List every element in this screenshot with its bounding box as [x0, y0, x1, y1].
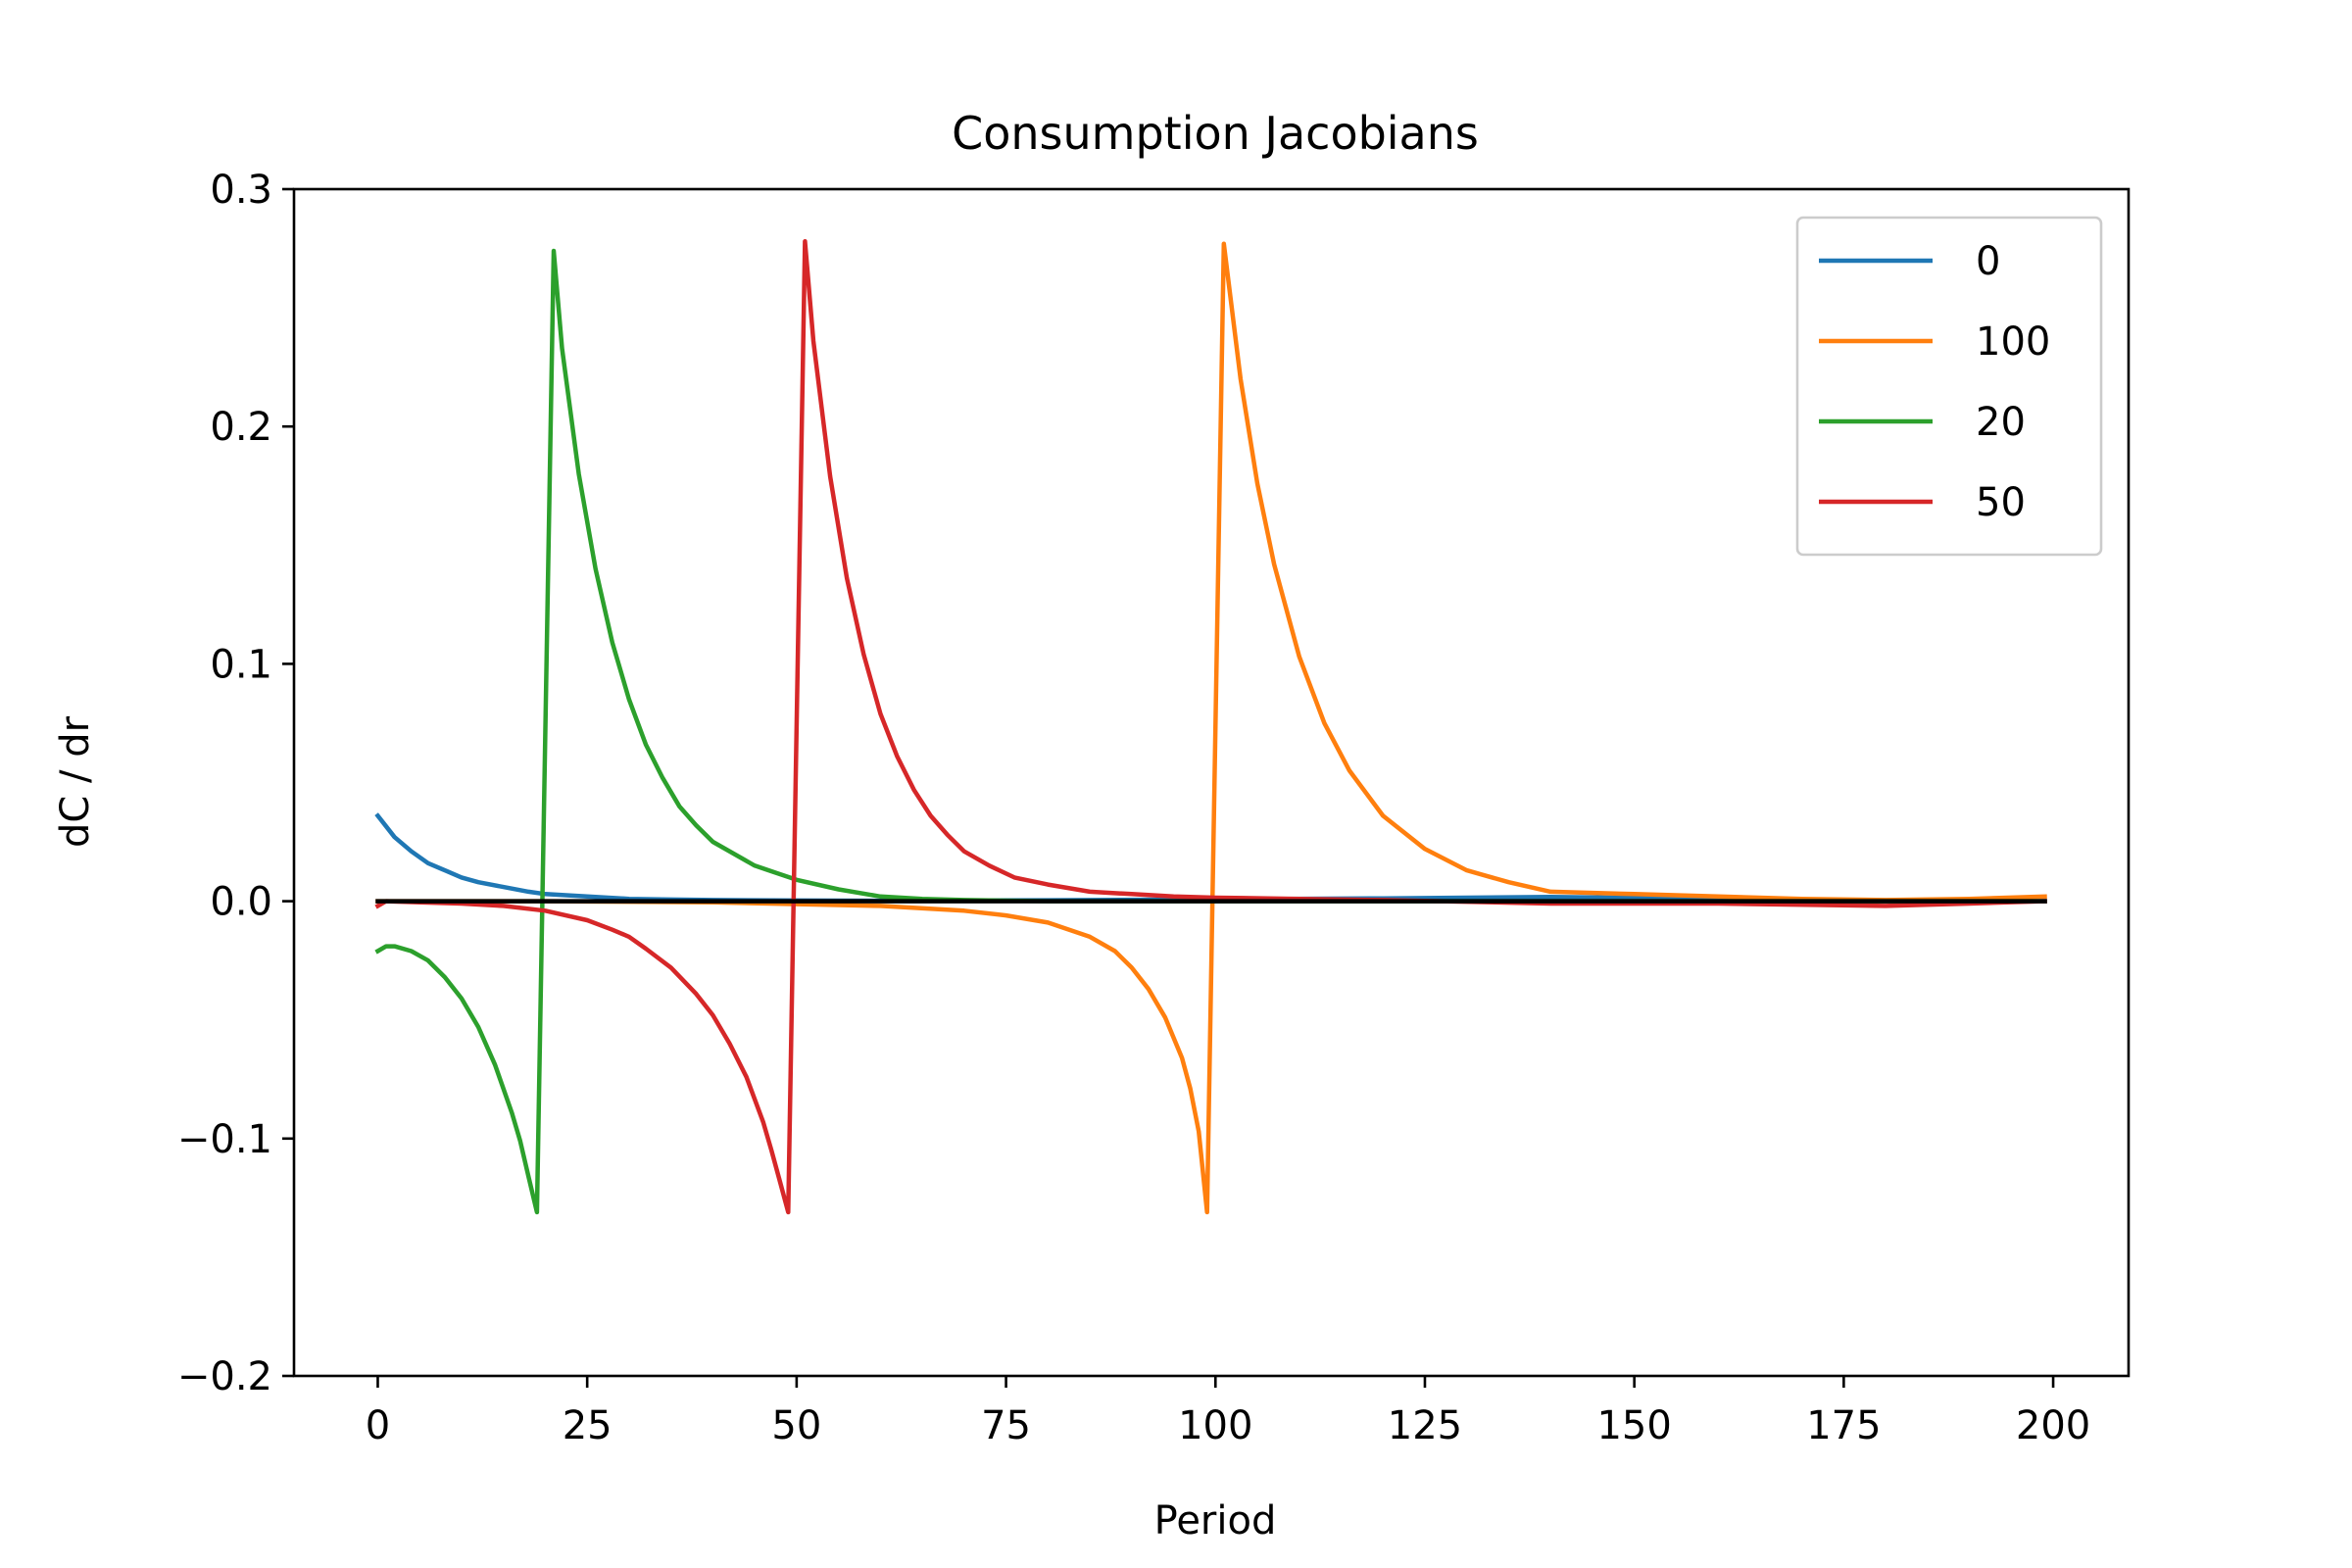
- x-tick-label: 200: [2016, 1403, 2090, 1448]
- y-tick-label: 0.3: [210, 168, 272, 213]
- y-tick-label: 0.2: [210, 405, 272, 450]
- y-axis-label: dC / dr: [53, 715, 98, 848]
- x-tick-label: 100: [1178, 1403, 1252, 1448]
- y-tick-label: 0.1: [210, 642, 272, 687]
- series-line-100: [375, 241, 2047, 1215]
- plot-frame: [292, 187, 2131, 1378]
- x-axis: 0 25 50 75 100 125 150 175 200: [366, 1376, 2090, 1448]
- x-tick-label: 50: [771, 1403, 821, 1448]
- series-line-50: [374, 239, 2047, 1215]
- chart-title: Consumption Jacobians: [952, 107, 1479, 160]
- y-tick-label: 0.0: [210, 880, 272, 925]
- x-tick-label: 150: [1596, 1403, 1671, 1448]
- x-tick-label: 0: [366, 1403, 390, 1448]
- plot-area: [374, 239, 2047, 1215]
- series-line-0: [374, 812, 2047, 904]
- y-tick-label: −0.1: [177, 1117, 272, 1162]
- x-tick-label: 125: [1388, 1403, 1462, 1448]
- x-axis-label: Period: [1154, 1498, 1277, 1544]
- y-tick-label: −0.2: [177, 1354, 272, 1399]
- x-tick-label: 25: [563, 1403, 612, 1448]
- legend-box: [1795, 216, 2103, 557]
- legend-label-50: 50: [1976, 480, 2026, 525]
- x-tick-label: 75: [981, 1403, 1031, 1448]
- legend: 0 100 20 50: [1795, 216, 2103, 557]
- legend-label-0: 0: [1976, 239, 2000, 284]
- legend-label-20: 20: [1976, 400, 2026, 445]
- x-tick-label: 175: [1806, 1403, 1881, 1448]
- y-axis: −0.2 −0.1 0.0 0.1 0.2 0.3: [177, 168, 294, 1399]
- legend-label-100: 100: [1976, 319, 2050, 365]
